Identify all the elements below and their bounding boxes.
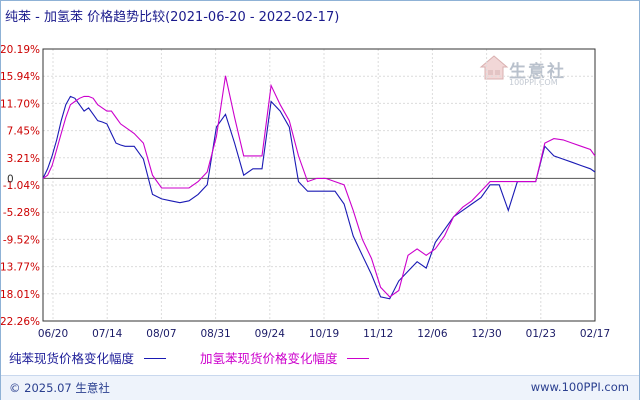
x-tick-label: 08/07 (146, 328, 176, 340)
plot-area-border (42, 48, 596, 322)
watermark-url: 100PPI.COM (509, 78, 558, 87)
zero-label: 0 (7, 173, 14, 185)
x-tick-label: 10/19 (309, 328, 339, 340)
series-line-1 (42, 95, 596, 300)
x-tick-label: 06/20 (38, 328, 68, 340)
y-tick-label: 3.21% (7, 153, 40, 165)
y-tick-label: 11.70% (1, 98, 40, 110)
legend-item-series1: 纯苯现货价格变化幅度 (9, 348, 174, 367)
x-tick-label: 12/06 (417, 328, 448, 340)
legend-swatch-series2 (347, 357, 370, 359)
y-tick-label: -9.52% (3, 234, 40, 246)
x-tick-label: 02/17 (580, 328, 610, 340)
y-tick-label: -22.26% (1, 316, 40, 328)
y-tick-label: 15.94% (1, 71, 40, 83)
watermark-logo: 生意社 100PPI.COM (479, 53, 564, 87)
y-tick-label: 7.45% (7, 126, 40, 138)
chart-title: 纯苯 - 加氢苯 价格趋势比较(2021-06-20 - 2022-02-17) (5, 10, 340, 25)
legend-item-series2: 加氢苯现货价格变化幅度 (200, 348, 378, 367)
y-tick-label: 20.19% (1, 44, 40, 56)
x-tick-label: 12/30 (471, 328, 501, 340)
y-tick-label: -1.04% (3, 180, 40, 192)
house-icon (479, 55, 509, 80)
x-tick-label: 01/23 (526, 328, 556, 340)
legend: 纯苯现货价格变化幅度 加氢苯现货价格变化幅度 (9, 348, 377, 367)
legend-swatch-series1 (144, 357, 166, 359)
footer-bar: © 2025.07 生意社 www.100PPI.com (1, 375, 639, 400)
y-tick-label: -13.77% (1, 262, 40, 274)
site-link[interactable]: www.100PPI.com (530, 380, 629, 394)
y-tick-label: -18.01% (1, 289, 40, 301)
x-tick-label: 11/12 (363, 328, 393, 340)
copyright-text: © 2025.07 生意社 (9, 381, 110, 395)
x-tick-label: 08/31 (200, 328, 230, 340)
watermark-brand: 生意社 (509, 62, 566, 82)
legend-label-series2: 加氢苯现货价格变化幅度 (199, 351, 338, 366)
x-tick-label: 07/14 (92, 328, 123, 340)
x-tick-label: 09/24 (255, 328, 286, 340)
legend-label-series1: 纯苯现货价格变化幅度 (9, 351, 135, 366)
series-line-2 (42, 75, 596, 298)
y-tick-label: -5.28% (3, 207, 40, 219)
line-chart: 20.19% 15.94% 11.70% 7.45% 3.21% -1.04% -5.28%… (1, 44, 610, 340)
